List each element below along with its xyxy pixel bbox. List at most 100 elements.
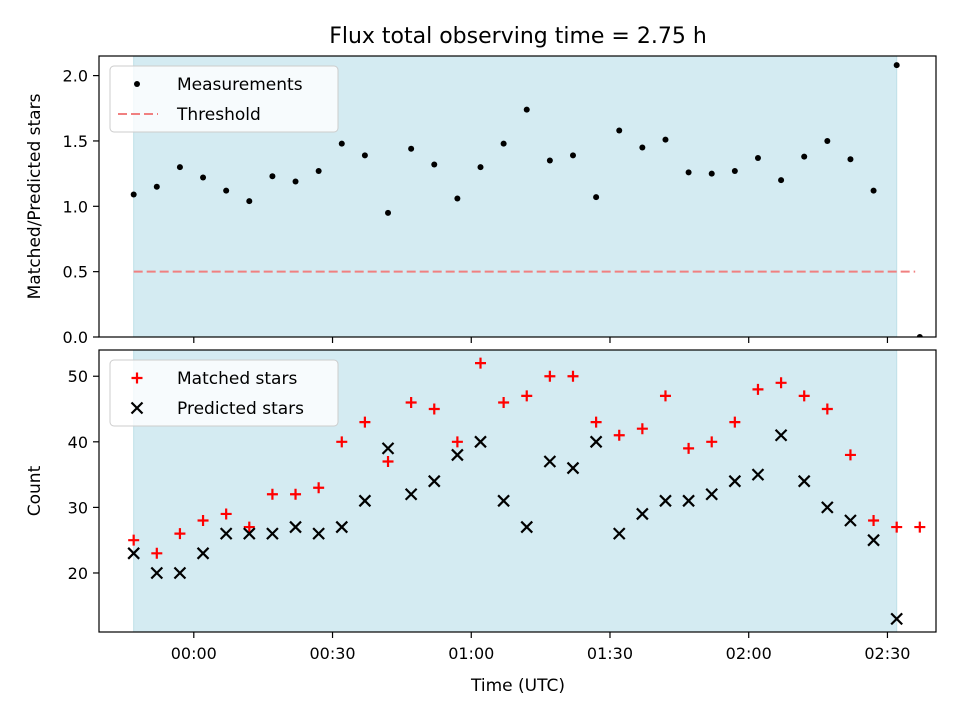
predicted-point [705,488,718,501]
y-tick-label: 40 [68,433,88,452]
measurement-point [593,194,600,201]
measurement-point [223,187,230,194]
matched-point [336,436,348,448]
predicted-point [289,520,302,534]
predicted-point [358,494,372,508]
matched-point [844,449,856,461]
chart-title: Flux total observing time = 2.75 h [329,24,707,49]
y-axis-label: Count [25,465,45,516]
measurement-point [754,154,761,161]
x-tick-label: 01:00 [448,644,494,663]
matched-point [197,515,209,527]
legend-box [109,65,339,133]
measurement-point [616,127,623,134]
predicted-point [867,533,880,547]
matched-point [683,442,695,454]
predicted-point [844,514,857,527]
predicted-point [566,461,580,475]
y-tick-label: 1.5 [63,132,88,151]
y-tick-label: 0.5 [63,263,88,282]
matched-point [220,508,232,520]
measurement-point [824,137,831,144]
matched-point [706,436,718,448]
measurement-point [500,140,507,147]
measurement-point [893,62,900,69]
matched-point [313,482,325,494]
matched-point [775,377,787,389]
matched-point [752,383,764,395]
predicted-point [266,527,279,540]
y-tick-label: 50 [68,367,88,386]
matched-point [243,521,255,533]
legend-label: Matched stars [177,369,297,389]
series-matched-stars [128,357,926,559]
measurement-point [778,177,785,184]
matched-point [498,396,510,408]
matched-point [613,429,625,441]
measurement-point [292,178,299,185]
matched-point [891,521,903,533]
measurement-point [546,157,553,164]
legend-measurement-swatch [134,81,140,87]
matched-point [821,403,833,415]
matched-point [544,370,556,382]
legend: Measurements Threshold [109,65,339,133]
matched-point [128,534,140,546]
measurement-point [315,168,322,175]
measurement-point [708,170,715,177]
legend: Matched stars Predicted stars [109,359,339,427]
matched-point [266,488,278,500]
predicted-point [381,442,395,455]
measurement-point [338,140,345,147]
measurement-point [431,161,438,168]
x-tick-label: 02:30 [864,644,910,663]
x-tick-label: 01:30 [587,644,633,663]
matched-point [567,370,579,382]
measurement-point [408,145,415,152]
measurement-point [246,198,253,205]
legend-label: Measurements [177,75,303,95]
predicted-point [612,527,626,540]
y-tick-label: 1.0 [63,197,88,216]
measurement-point [153,183,160,190]
predicted-point [150,566,164,580]
predicted-point [520,520,534,534]
measurement-point [662,136,669,143]
predicted-point [543,455,557,468]
axes-frame [98,55,937,338]
predicted-point [589,435,603,449]
matched-point [914,521,926,533]
measurement-point [269,173,276,180]
predicted-point [774,428,788,442]
x-axis-label: Time (UTC) [470,676,565,696]
predicted-point [427,474,441,488]
predicted-point [312,527,325,540]
y-axis-label: Matched/Predicted stars [25,93,45,299]
legend-matched-swatch [131,372,143,384]
predicted-point [404,488,418,501]
measurement-point [477,164,484,171]
matched-point [382,455,394,467]
predicted-point [797,474,811,488]
matched-point [151,547,163,559]
bottom-panel: 20 30 40 50 00:00 00:30 01:00 01:30 02:00 02:30 Co… [25,349,937,663]
predicted-point [335,520,349,534]
series-predicted-stars [127,428,903,626]
y-tick-label: 30 [68,498,88,517]
predicted-point [659,494,672,508]
measurement-point [870,187,877,194]
matched-point [174,528,186,540]
top-panel: 0.0 0.5 1.0 1.5 2.0 Matched/Predicted stars Me… [25,55,937,347]
y-tick-label: 2.0 [63,67,88,86]
measurement-point [200,174,207,181]
legend-label: Threshold [176,105,261,125]
predicted-point [682,494,695,508]
x-tick-label: 00:30 [309,644,355,663]
measurement-point [639,144,646,151]
x-tick-label: 02:00 [726,644,772,663]
matched-point [290,488,302,500]
matched-point [359,416,371,428]
matched-point [475,357,487,369]
measurement-point [569,152,576,159]
matched-point [729,416,741,428]
